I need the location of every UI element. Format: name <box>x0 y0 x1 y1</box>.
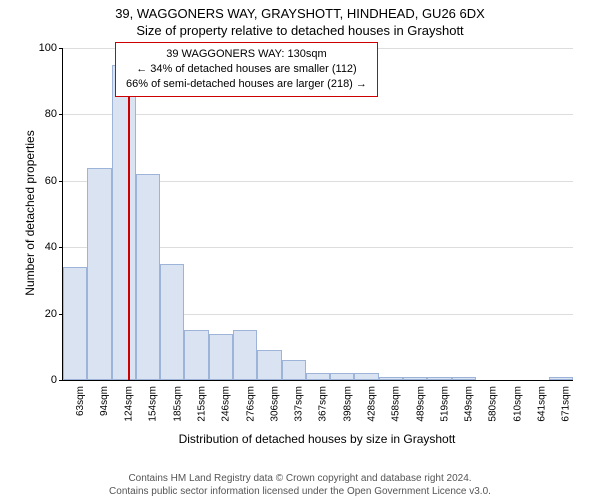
xtick-label: 367sqm <box>318 386 329 422</box>
bar <box>209 334 233 380</box>
xtick-label: 398sqm <box>342 386 353 422</box>
ytick-label: 100 <box>39 42 63 54</box>
bar <box>549 377 573 380</box>
xtick-label: 580sqm <box>488 386 499 422</box>
footer-line1: Contains HM Land Registry data © Crown c… <box>0 472 600 485</box>
xtick-label: 276sqm <box>245 386 256 422</box>
bar <box>379 377 403 380</box>
xtick-label: 246sqm <box>221 386 232 422</box>
ytick-label: 0 <box>51 374 63 386</box>
xtick-label: 215sqm <box>197 386 208 422</box>
legend-line-smaller: ← 34% of detached houses are smaller (11… <box>126 62 367 77</box>
xtick-label: 549sqm <box>464 386 475 422</box>
bar <box>306 373 330 380</box>
bar <box>282 360 306 380</box>
bar <box>87 168 111 380</box>
xtick-label: 671sqm <box>561 386 572 422</box>
ytick-label: 40 <box>45 241 63 253</box>
xtick-label: 306sqm <box>269 386 280 422</box>
bar <box>136 174 160 380</box>
xtick-label: 641sqm <box>537 386 548 422</box>
legend-box: 39 WAGGONERS WAY: 130sqm ← 34% of detach… <box>115 42 378 97</box>
bar <box>452 377 476 380</box>
xtick-label: 124sqm <box>124 386 135 422</box>
xtick-label: 489sqm <box>415 386 426 422</box>
xtick-label: 94sqm <box>99 386 110 416</box>
legend-line-property: 39 WAGGONERS WAY: 130sqm <box>126 47 367 62</box>
xtick-label: 458sqm <box>391 386 402 422</box>
page-title-subtitle: Size of property relative to detached ho… <box>0 21 600 38</box>
page-title-address: 39, WAGGONERS WAY, GRAYSHOTT, HINDHEAD, … <box>0 0 600 21</box>
property-marker-line <box>128 48 130 380</box>
bar <box>112 65 136 380</box>
legend-line-larger: 66% of semi-detached houses are larger (… <box>126 77 367 92</box>
x-axis-label: Distribution of detached houses by size … <box>62 432 572 446</box>
bar <box>354 373 378 380</box>
xtick-label: 337sqm <box>294 386 305 422</box>
footer-attribution: Contains HM Land Registry data © Crown c… <box>0 472 600 498</box>
bar <box>184 330 208 380</box>
gridline <box>63 114 573 115</box>
footer-line2: Contains public sector information licen… <box>0 485 600 498</box>
bar <box>160 264 184 380</box>
ytick-label: 80 <box>45 108 63 120</box>
bar <box>427 377 451 380</box>
xtick-label: 428sqm <box>367 386 378 422</box>
xtick-label: 519sqm <box>439 386 450 422</box>
bar <box>403 377 427 380</box>
bar <box>330 373 354 380</box>
ytick-label: 20 <box>45 308 63 320</box>
y-axis-label: Number of detached properties <box>23 113 37 313</box>
bar <box>63 267 87 380</box>
bar <box>233 330 257 380</box>
xtick-label: 185sqm <box>172 386 183 422</box>
xtick-label: 63sqm <box>75 386 86 416</box>
xtick-label: 610sqm <box>512 386 523 422</box>
bar <box>257 350 281 380</box>
xtick-label: 154sqm <box>148 386 159 422</box>
ytick-label: 60 <box>45 175 63 187</box>
chart-area: 02040608010063sqm94sqm124sqm154sqm185sqm… <box>62 48 573 381</box>
